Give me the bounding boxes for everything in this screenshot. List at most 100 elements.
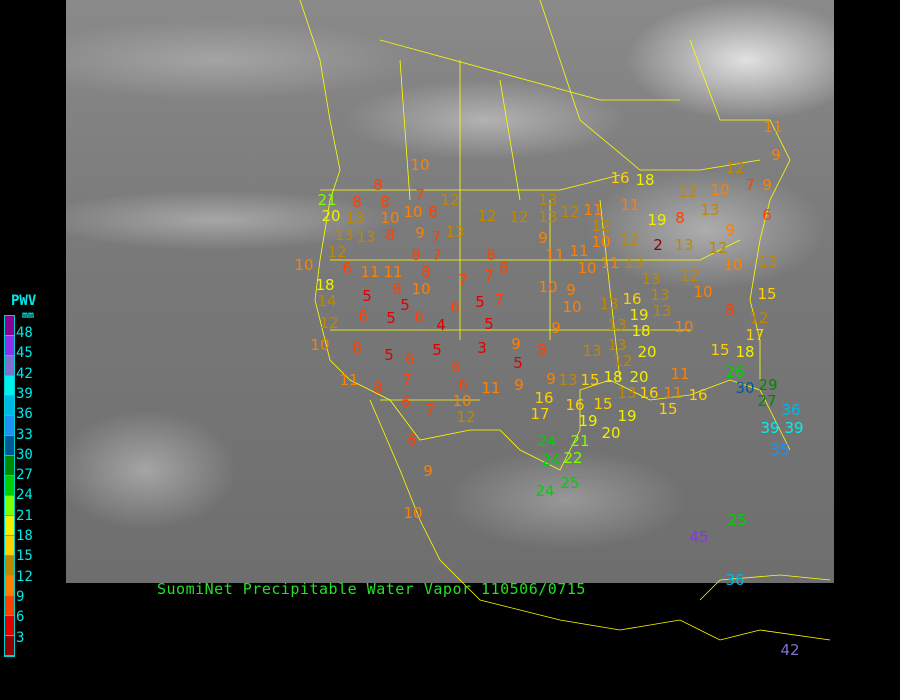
station-pwv-value: 8 xyxy=(385,226,395,244)
station-pwv-value: 13 xyxy=(758,253,777,271)
station-pwv-value: 6 xyxy=(401,393,411,411)
station-pwv-value: 5 xyxy=(384,346,394,364)
station-pwv-value: 8 xyxy=(725,301,735,319)
color-swatch xyxy=(5,516,14,536)
station-pwv-value: 5 xyxy=(362,287,372,305)
station-pwv-value: 7 xyxy=(494,291,504,309)
station-pwv-value: 10 xyxy=(403,203,422,221)
station-pwv-value: 6 xyxy=(414,308,424,326)
station-pwv-value: 42 xyxy=(780,641,799,659)
station-pwv-value: 21 xyxy=(570,432,589,450)
station-pwv-value: 21 xyxy=(317,191,336,209)
station-pwv-value: 8 xyxy=(428,203,438,221)
station-pwv-value: 12 xyxy=(591,217,610,235)
station-pwv-value: 13 xyxy=(356,228,375,246)
station-pwv-value: 13 xyxy=(674,236,693,254)
station-pwv-value: 24 xyxy=(535,482,554,500)
station-pwv-value: 7 xyxy=(431,228,441,246)
station-pwv-value: 24 xyxy=(537,432,556,450)
station-pwv-value: 13 xyxy=(652,302,671,320)
legend-tick: 39 xyxy=(16,385,33,402)
station-pwv-value: 2 xyxy=(653,236,663,254)
station-pwv-value: 30 xyxy=(735,379,754,397)
color-swatch xyxy=(5,416,14,436)
color-swatch xyxy=(5,536,14,556)
station-pwv-value: 19 xyxy=(647,211,666,229)
station-pwv-value: 16 xyxy=(565,396,584,414)
color-swatch xyxy=(5,636,14,656)
station-pwv-value: 13 xyxy=(650,286,669,304)
station-pwv-value: 8 xyxy=(537,341,547,359)
legend-tick: 36 xyxy=(16,406,33,423)
station-pwv-value: 12 xyxy=(708,239,727,257)
color-swatch xyxy=(5,396,14,416)
station-pwv-value: 16 xyxy=(639,384,658,402)
color-swatch xyxy=(5,436,14,456)
station-pwv-value: 29 xyxy=(758,376,777,394)
station-pwv-value: 13 xyxy=(599,295,618,313)
station-pwv-value: 13 xyxy=(700,201,719,219)
station-pwv-value: 7 xyxy=(402,371,412,389)
station-pwv-value: 12 xyxy=(560,203,579,221)
station-pwv-value: 18 xyxy=(631,322,650,340)
station-pwv-value: 9 xyxy=(551,319,561,337)
station-pwv-value: 6 xyxy=(450,298,460,316)
station-pwv-value: 17 xyxy=(745,326,764,344)
color-swatch xyxy=(5,356,14,376)
station-pwv-value: 39 xyxy=(784,419,803,437)
station-pwv-value: 16 xyxy=(610,169,629,187)
station-pwv-value: 5 xyxy=(513,354,523,372)
station-pwv-value: 16 xyxy=(688,386,707,404)
station-pwv-value: 3 xyxy=(477,339,487,357)
station-pwv-value: 9 xyxy=(423,462,433,480)
station-pwv-value: 5 xyxy=(400,296,410,314)
station-pwv-value: 20 xyxy=(601,424,620,442)
station-pwv-value: 6 xyxy=(358,307,368,325)
station-pwv-value: 16 xyxy=(622,290,641,308)
station-pwv-value: 9 xyxy=(771,146,781,164)
legend-tick: 30 xyxy=(16,446,33,463)
station-pwv-value: 9 xyxy=(511,335,521,353)
station-pwv-value: 10 xyxy=(710,181,729,199)
station-pwv-value: 11 xyxy=(545,246,564,264)
station-pwv-value: 12 xyxy=(680,267,699,285)
station-pwv-value: 10 xyxy=(693,283,712,301)
legend-tick: 33 xyxy=(16,426,33,443)
station-pwv-value: 18 xyxy=(735,343,754,361)
color-swatch xyxy=(5,376,14,396)
station-pwv-value: 6 xyxy=(458,376,468,394)
station-pwv-value: 4 xyxy=(436,316,446,334)
station-pwv-value: 10 xyxy=(591,233,610,251)
station-pwv-value: 6 xyxy=(499,259,509,277)
station-pwv-value: 22 xyxy=(563,449,582,467)
station-pwv-value: 6 xyxy=(405,350,415,368)
satellite-imagery xyxy=(66,0,834,583)
station-pwv-value: 5 xyxy=(386,309,396,327)
station-pwv-value: 10 xyxy=(723,256,742,274)
station-pwv-value: 10 xyxy=(674,318,693,336)
color-swatch xyxy=(5,556,14,576)
station-pwv-value: 13 xyxy=(445,223,464,241)
station-pwv-value: 13 xyxy=(624,254,643,272)
station-pwv-value: 9 xyxy=(546,370,556,388)
station-pwv-value: 8 xyxy=(352,339,362,357)
station-pwv-value: 13 xyxy=(538,208,557,226)
station-pwv-value: 10 xyxy=(294,256,313,274)
station-pwv-value: 27 xyxy=(757,392,776,410)
station-pwv-value: 10 xyxy=(538,278,557,296)
station-pwv-value: 15 xyxy=(757,285,776,303)
station-pwv-value: 13 xyxy=(558,371,577,389)
station-pwv-value: 6 xyxy=(342,259,352,277)
color-swatch xyxy=(5,456,14,476)
station-pwv-value: 10 xyxy=(411,280,430,298)
station-pwv-value: 7 xyxy=(484,267,494,285)
station-pwv-value: 17 xyxy=(530,405,549,423)
legend-tick: 24 xyxy=(16,487,33,504)
station-pwv-value: 8 xyxy=(392,280,402,298)
legend-tick: 12 xyxy=(16,568,33,585)
station-pwv-value: 18 xyxy=(315,276,334,294)
station-pwv-value: 19 xyxy=(617,407,636,425)
station-pwv-value: 8 xyxy=(352,193,362,211)
station-pwv-value: 13 xyxy=(607,316,626,334)
station-pwv-value: 12 xyxy=(678,183,697,201)
